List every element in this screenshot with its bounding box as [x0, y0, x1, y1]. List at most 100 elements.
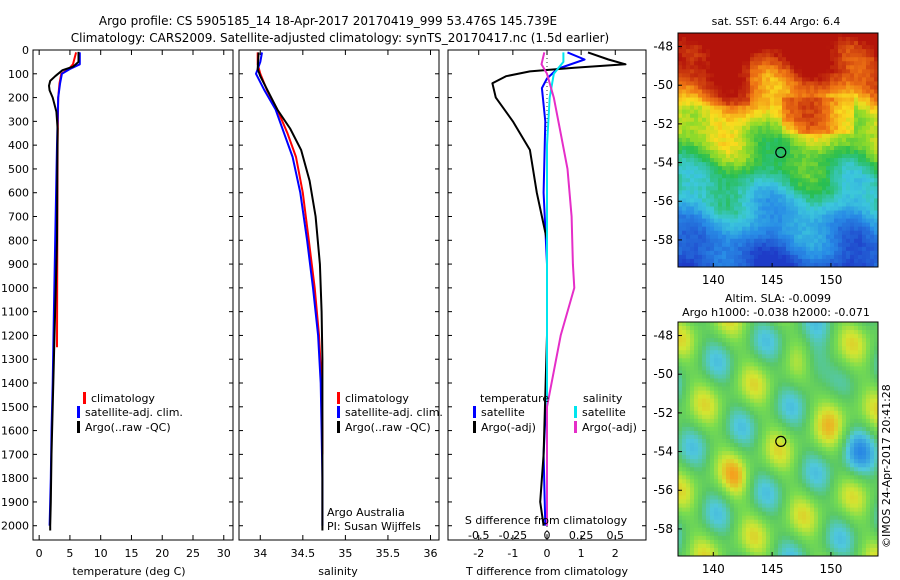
heatmap-cell [762, 402, 767, 408]
heatmap-cell [838, 117, 843, 123]
heatmap-cell [698, 398, 703, 404]
heatmap-cell [742, 57, 747, 62]
heatmap-cell [722, 479, 727, 484]
heatmap-cell [690, 479, 695, 484]
heatmap-cell [678, 69, 683, 74]
heatmap-cell [726, 125, 731, 131]
heatmap-cell [694, 234, 699, 240]
heatmap-cell [686, 125, 691, 131]
heatmap-cell [770, 402, 775, 408]
heatmap-cell [854, 129, 859, 135]
heatmap-cell [750, 234, 755, 240]
heatmap-cell [862, 214, 867, 219]
heatmap-cell [738, 166, 743, 171]
heatmap-cell [762, 85, 767, 90]
heatmap-cell [838, 222, 843, 228]
heatmap-cell [738, 539, 743, 545]
heatmap-cell [710, 206, 715, 211]
heatmap-cell [686, 226, 691, 232]
heatmap-cell [862, 105, 867, 111]
heatmap-cell [778, 439, 783, 444]
heatmap-cell [710, 258, 715, 264]
heatmap-cell [710, 507, 715, 513]
heatmap-cell [770, 129, 775, 135]
heatmap-cell [854, 145, 859, 151]
heatmap-cell [842, 49, 847, 54]
heatmap-cell [742, 210, 747, 215]
heatmap-cell [734, 430, 739, 436]
heatmap-cell [694, 519, 699, 525]
depth-tick-label: 700 [8, 211, 29, 224]
heatmap-cell [682, 374, 687, 379]
heatmap-cell [782, 170, 787, 175]
heatmap-cell [694, 418, 699, 424]
heatmap-cell [678, 503, 683, 508]
heatmap-cell [782, 398, 787, 404]
heatmap-cell [742, 547, 747, 553]
heatmap-cell [754, 330, 759, 335]
heatmap-cell [762, 451, 767, 456]
x-tick-label: 25 [186, 547, 200, 560]
heatmap-cell [758, 154, 763, 159]
heatmap-cell [750, 65, 755, 70]
heatmap-cell [782, 117, 787, 123]
heatmap-cell [806, 133, 811, 139]
heatmap-cell [738, 137, 743, 143]
heatmap-cell [786, 254, 791, 260]
heatmap-cell [814, 93, 819, 98]
heatmap-cell [710, 89, 715, 94]
heatmap-cell [722, 483, 727, 488]
heatmap-cell [778, 322, 783, 327]
heatmap-cell [698, 258, 703, 264]
heatmap-cell [774, 246, 779, 252]
heatmap-cell [738, 447, 743, 452]
heatmap-cell [842, 129, 847, 135]
heatmap-cell [746, 467, 751, 472]
heatmap-cell [702, 101, 707, 107]
heatmap-cell [866, 85, 871, 90]
heatmap-cell [802, 214, 807, 219]
heatmap-cell [722, 434, 727, 440]
heatmap-cell [866, 65, 871, 70]
heatmap-cell [822, 85, 827, 90]
heatmap-cell [714, 117, 719, 123]
heatmap-cell [778, 238, 783, 244]
heatmap-cell [782, 141, 787, 147]
heatmap-cell [706, 459, 711, 464]
heatmap-cell [814, 37, 819, 42]
heatmap-cell [754, 222, 759, 228]
heatmap-cell [830, 238, 835, 244]
heatmap-cell [682, 322, 687, 327]
heatmap-cell [774, 190, 779, 195]
heatmap-cell [798, 535, 803, 541]
heatmap-cell [770, 358, 775, 363]
heatmap-cell [678, 491, 683, 496]
heatmap-cell [834, 222, 839, 228]
heatmap-cell [802, 53, 807, 58]
heatmap-cell [862, 154, 867, 159]
heatmap-cell [778, 258, 783, 264]
heatmap-cell [858, 206, 863, 211]
heatmap-cell [738, 93, 743, 98]
heatmap-cell [742, 511, 747, 517]
heatmap-cell [754, 451, 759, 456]
heatmap-cell [846, 230, 851, 236]
heatmap-cell [778, 101, 783, 107]
heatmap-cell [818, 93, 823, 98]
heatmap-cell [758, 89, 763, 94]
heatmap-cell [746, 447, 751, 452]
heatmap-cell [738, 503, 743, 508]
heatmap-cell [678, 390, 683, 396]
heatmap-cell [854, 121, 859, 127]
heatmap-cell [762, 238, 767, 244]
heatmap-cell [698, 382, 703, 387]
heatmap-cell [714, 150, 719, 155]
heatmap-cell [814, 137, 819, 143]
heatmap-cell [690, 186, 695, 191]
heatmap-cell [746, 45, 751, 50]
heatmap-cell [758, 326, 763, 331]
heatmap-cell [782, 174, 787, 179]
heatmap-cell [846, 133, 851, 139]
heatmap-cell [718, 246, 723, 252]
heatmap-cell [746, 162, 751, 167]
